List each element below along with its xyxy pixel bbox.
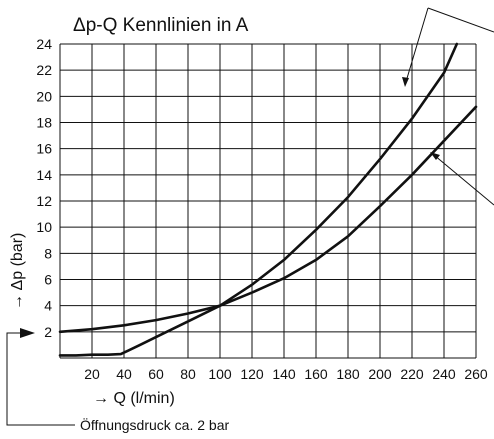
y-tick-label: 2 (44, 324, 52, 340)
x-tick-label: 240 (432, 366, 456, 382)
y-tick-label: 6 (44, 272, 52, 288)
series-lines (58, 42, 478, 357)
opening-pressure-marker: Öffnungsdruck ca. 2 bar (6, 328, 229, 433)
y-tick-label: 14 (36, 167, 52, 183)
opening-pressure-bracket (6, 332, 75, 426)
y-tick-label: 4 (44, 298, 52, 314)
leader-lower (433, 154, 494, 206)
y-tick-label: 20 (36, 88, 52, 104)
x-tick-label: 40 (116, 366, 132, 382)
x-tick-label: 60 (148, 366, 164, 382)
leader-lines (404, 7, 494, 206)
x-tick-label: 140 (272, 366, 296, 382)
y-tick-label: 16 (36, 141, 52, 157)
leader-upper (427, 7, 494, 33)
y-axis-label: → Δp (bar) (9, 233, 26, 310)
grid (59, 43, 477, 359)
series-line-2 (58, 105, 478, 334)
leader-upper-to-curve (404, 7, 429, 86)
leader-upper-arrowhead (402, 77, 409, 87)
y-tick-label: 12 (36, 193, 52, 209)
chart-title: Δp-Q Kennlinien in A (73, 15, 249, 36)
x-tick-label: 220 (400, 366, 424, 382)
x-tick-labels: 20 40 60 80 100 120 140 160 180 200 220 240 260 (84, 366, 488, 382)
x-tick-label: 160 (304, 366, 328, 382)
x-tick-label: 20 (84, 366, 100, 382)
x-tick-label: 100 (208, 366, 232, 382)
leader-lower-arrowhead (430, 152, 440, 160)
opening-pressure-arrowhead (20, 328, 35, 338)
y-tick-label: 22 (36, 62, 52, 78)
x-axis-label: → Q (l/min) (93, 390, 175, 407)
y-tick-label: 18 (36, 115, 52, 131)
x-tick-label: 120 (240, 366, 264, 382)
x-tick-label: 180 (336, 366, 360, 382)
leader-arrowheads (402, 77, 440, 160)
x-tick-label: 200 (368, 366, 392, 382)
y-tick-label: 8 (44, 245, 52, 261)
series-line-1 (58, 42, 459, 357)
x-tick-label: 260 (464, 366, 488, 382)
y-tick-label: 10 (36, 219, 52, 235)
x-tick-label: 80 (180, 366, 196, 382)
y-tick-label: 24 (36, 36, 52, 52)
opening-pressure-label: Öffnungsdruck ca. 2 bar (80, 416, 229, 433)
